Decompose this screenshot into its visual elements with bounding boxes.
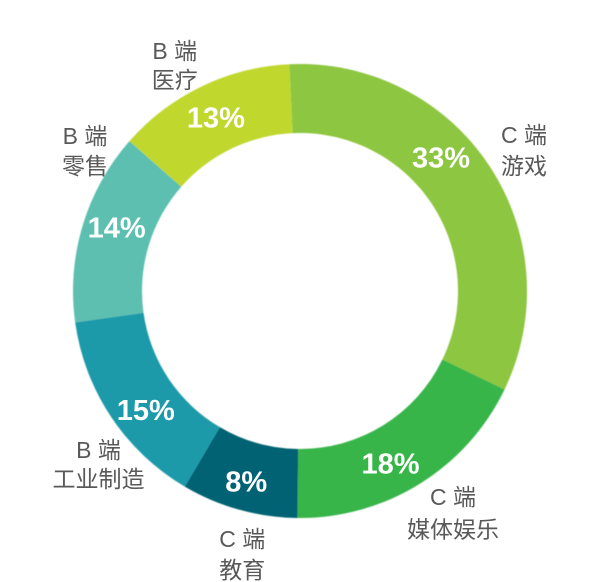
svg-text:游戏: 游戏 — [501, 153, 547, 179]
svg-text:B 端: B 端 — [152, 38, 197, 64]
svg-text:C 端: C 端 — [430, 484, 476, 510]
svg-text:媒体娱乐: 媒体娱乐 — [407, 517, 499, 543]
svg-text:B 端: B 端 — [63, 123, 108, 149]
svg-text:C 端: C 端 — [501, 122, 547, 148]
svg-text:13%: 13% — [187, 103, 245, 135]
svg-text:B 端: B 端 — [76, 437, 121, 463]
svg-text:医疗: 医疗 — [152, 67, 198, 93]
svg-text:8%: 8% — [225, 466, 267, 498]
svg-text:15%: 15% — [117, 395, 175, 427]
svg-text:零售: 零售 — [62, 153, 108, 179]
svg-text:14%: 14% — [88, 213, 146, 245]
svg-text:33%: 33% — [412, 143, 470, 175]
svg-text:18%: 18% — [361, 449, 419, 481]
svg-text:工业制造: 工业制造 — [53, 466, 145, 492]
svg-text:C 端: C 端 — [219, 526, 265, 552]
svg-text:教育: 教育 — [219, 557, 265, 582]
